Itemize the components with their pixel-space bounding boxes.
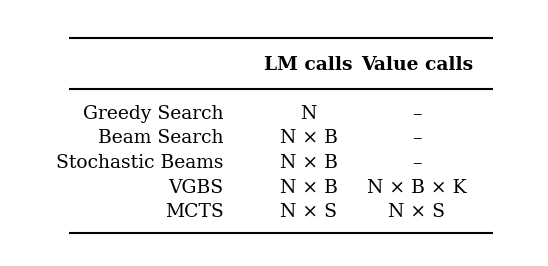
Text: N × S: N × S — [388, 203, 446, 221]
Text: –: – — [412, 154, 421, 172]
Text: Stochastic Beams: Stochastic Beams — [56, 154, 224, 172]
Text: Greedy Search: Greedy Search — [83, 105, 224, 123]
Text: –: – — [412, 105, 421, 123]
Text: VGBS: VGBS — [168, 178, 224, 197]
Text: N × S: N × S — [280, 203, 337, 221]
Text: N × B × K: N × B × K — [367, 178, 466, 197]
Text: N × B: N × B — [279, 130, 338, 147]
Text: MCTS: MCTS — [165, 203, 224, 221]
Text: N × B: N × B — [279, 178, 338, 197]
Text: Beam Search: Beam Search — [98, 130, 224, 147]
Text: –: – — [412, 130, 421, 147]
Text: Value calls: Value calls — [361, 56, 473, 74]
Text: LM calls: LM calls — [264, 56, 353, 74]
Text: N × B: N × B — [279, 154, 338, 172]
Text: N: N — [300, 105, 317, 123]
